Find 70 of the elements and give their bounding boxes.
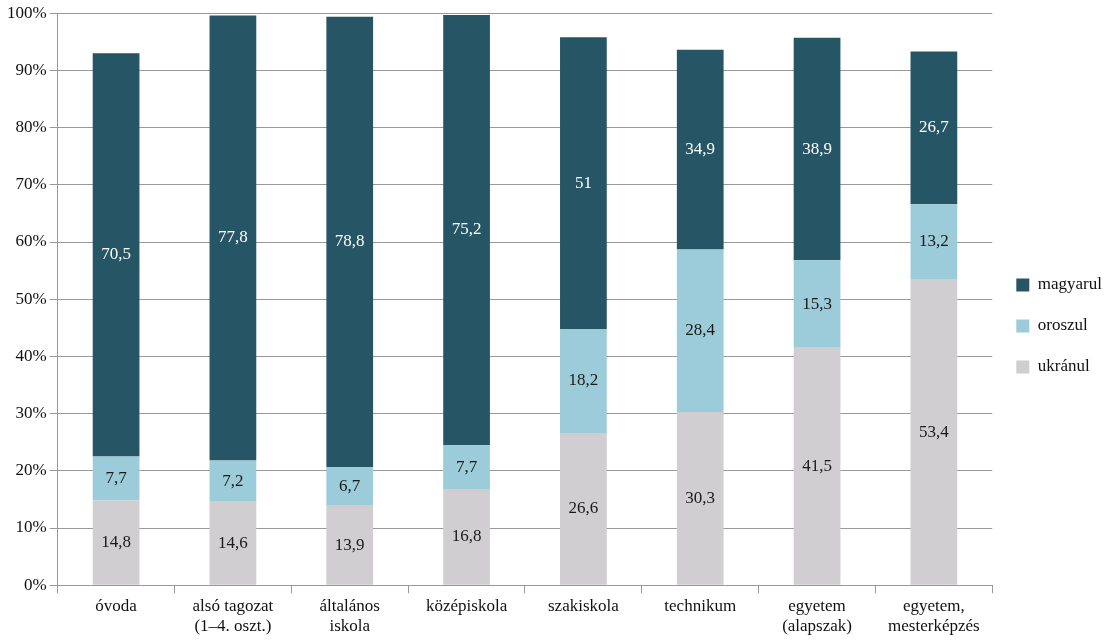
bar <box>209 501 257 585</box>
bar <box>676 249 724 412</box>
data-label: 53,4 <box>919 421 950 441</box>
data-label: 14,6 <box>218 532 248 552</box>
data-label: 7,7 <box>105 467 128 487</box>
y-tick-label: 100% <box>6 2 47 22</box>
bar <box>443 14 490 446</box>
bar <box>92 456 140 501</box>
data-label: 51 <box>574 172 592 192</box>
x-tick-label: óvoda <box>95 595 138 615</box>
bar <box>209 15 257 461</box>
bar <box>676 49 724 250</box>
bar <box>443 489 490 585</box>
data-label: 26,6 <box>568 498 599 518</box>
data-label: 16,8 <box>451 526 482 546</box>
data-label: 26,7 <box>919 117 950 137</box>
data-label: 30,3 <box>685 487 716 507</box>
y-tick-label: 90% <box>15 59 47 79</box>
x-tick-label: alsó tagozat (1–4. oszt.) <box>192 595 274 636</box>
data-label: 70,5 <box>101 244 131 264</box>
data-label: 77,8 <box>218 227 248 247</box>
bar <box>676 411 724 585</box>
bar <box>910 279 958 585</box>
y-tick-label: 70% <box>15 174 47 194</box>
bar <box>326 505 374 585</box>
data-label: 13,9 <box>334 534 365 554</box>
y-tick-label: 20% <box>15 460 47 480</box>
bar <box>326 467 374 506</box>
data-label: 28,4 <box>685 320 716 340</box>
data-label: 18,2 <box>568 370 599 390</box>
bar <box>326 16 374 468</box>
x-tick-label: technikum <box>664 595 737 615</box>
data-label: 6,7 <box>339 476 361 495</box>
data-label: 41,5 <box>802 455 832 475</box>
data-label: 78,8 <box>334 231 365 251</box>
x-tick-label: egyetem, mesterképzés <box>888 595 980 636</box>
bar <box>793 37 841 261</box>
data-label: 34,9 <box>685 139 716 159</box>
bar <box>560 433 607 585</box>
legend-label: magyarul <box>1037 274 1103 294</box>
bar <box>910 204 958 280</box>
data-label: 75,2 <box>451 219 482 239</box>
y-tick-label: 40% <box>15 345 47 365</box>
bar <box>910 51 958 205</box>
bar <box>560 37 607 329</box>
y-tick-label: 10% <box>15 517 47 537</box>
x-tick-label: általános iskola <box>319 595 380 636</box>
bar <box>793 260 841 348</box>
bar <box>443 445 490 490</box>
data-label: 15,3 <box>802 293 832 313</box>
y-tick-label: 0% <box>23 574 47 594</box>
data-label: 13,2 <box>919 231 949 251</box>
data-label: 7,7 <box>455 456 478 476</box>
y-tick-label: 60% <box>15 231 47 251</box>
data-label: 38,9 <box>802 138 832 158</box>
y-tick-label: 30% <box>15 403 47 423</box>
bar <box>793 347 841 585</box>
data-label: 14,8 <box>101 532 131 552</box>
x-tick-label: egyetem (alapszak) <box>782 595 852 636</box>
x-tick-label: középiskola <box>425 595 508 615</box>
bar <box>92 53 140 457</box>
bar <box>209 460 257 502</box>
legend-label: ukránul <box>1037 356 1091 376</box>
y-tick-label: 80% <box>15 117 47 137</box>
y-tick-label: 50% <box>15 288 47 308</box>
legend-label: oroszul <box>1037 315 1089 335</box>
x-tick-label: szakiskola <box>547 595 620 615</box>
data-label: 7,2 <box>222 470 244 490</box>
bar <box>560 328 607 434</box>
bar <box>92 500 140 585</box>
